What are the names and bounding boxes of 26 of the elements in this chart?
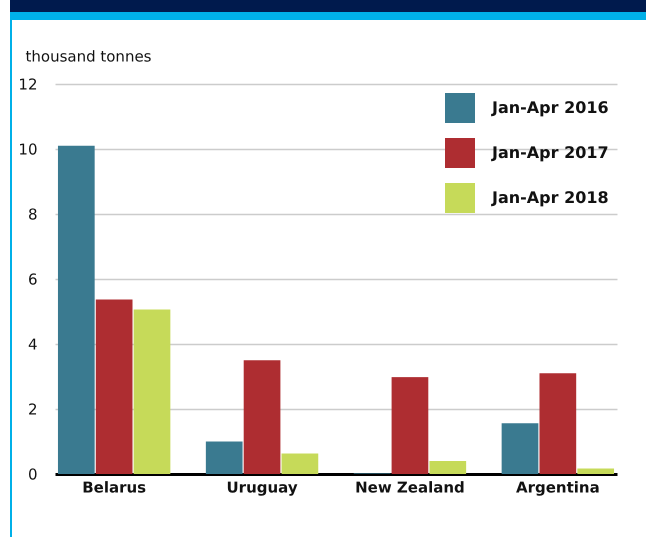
bar	[206, 442, 243, 474]
x-tick-label: Uruguay	[226, 478, 298, 496]
y-tick-label: 12	[18, 76, 38, 94]
bar	[539, 373, 576, 474]
bar	[502, 423, 538, 474]
bar	[244, 360, 280, 474]
y-tick-label: 8	[28, 206, 38, 224]
bar	[429, 461, 466, 474]
legend-label: Jan-Apr 2018	[491, 188, 609, 207]
x-tick-label: Argentina	[516, 478, 600, 496]
y-tick-label: 10	[18, 140, 38, 158]
y-tick-label: 2	[28, 400, 38, 418]
legend-label: Jan-Apr 2016	[491, 98, 609, 117]
bar	[134, 310, 170, 474]
bar	[392, 377, 428, 474]
x-tick-label: New Zealand	[355, 478, 465, 496]
y-tick-label: 6	[28, 270, 38, 288]
x-tick-label: Belarus	[82, 478, 146, 496]
bar	[282, 454, 318, 474]
legend-label: Jan-Apr 2017	[491, 143, 609, 162]
bar	[58, 146, 95, 474]
y-axis-title: thousand tonnes	[26, 48, 152, 66]
bar	[577, 468, 614, 474]
y-tick-label: 4	[28, 336, 38, 354]
y-tick-label: 0	[28, 466, 38, 484]
bar	[96, 299, 133, 474]
